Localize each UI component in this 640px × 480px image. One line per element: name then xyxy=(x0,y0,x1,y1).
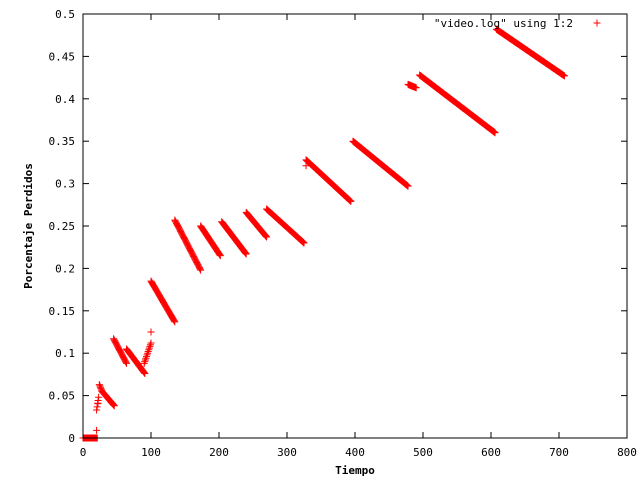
legend-plus-icon xyxy=(593,19,601,27)
data-point xyxy=(147,339,155,347)
data-point xyxy=(123,359,131,367)
y-axis-ticks: 0 0.05 0.1 0.15 0.2 0.25 0.3 0.35 0.4 0.45 0.5 xyxy=(49,8,627,445)
data-point xyxy=(404,182,412,190)
data-point xyxy=(215,250,223,258)
data-point xyxy=(140,369,148,377)
data-point xyxy=(145,346,153,354)
data-point xyxy=(242,249,250,257)
data-point xyxy=(346,196,354,204)
data-point xyxy=(140,368,148,376)
data-point xyxy=(298,237,306,245)
y-tick-label: 0 xyxy=(68,432,75,445)
data-point xyxy=(170,317,178,325)
data-point xyxy=(242,250,250,258)
data-point xyxy=(110,401,118,409)
data-point xyxy=(143,351,151,359)
y-tick-label: 0.3 xyxy=(55,178,75,191)
y-tick-label: 0.5 xyxy=(55,8,75,21)
data-point xyxy=(93,403,101,411)
plot-frame xyxy=(82,13,628,439)
legend-label: "video.log" using 1:2 xyxy=(434,17,573,30)
data-point xyxy=(95,393,103,401)
data-point xyxy=(171,318,179,326)
data-point xyxy=(262,232,270,240)
data-point xyxy=(145,344,153,352)
data-point xyxy=(146,342,154,350)
x-tick-label: 700 xyxy=(549,446,569,459)
data-point xyxy=(346,197,354,205)
data-point xyxy=(196,265,204,273)
x-axis-ticks: 0 100 200 300 400 500 600 700 800 xyxy=(80,14,637,459)
data-point xyxy=(345,196,353,204)
data-point xyxy=(241,248,249,256)
data-point xyxy=(110,402,118,410)
data-point xyxy=(593,19,601,27)
data-point xyxy=(263,233,271,241)
legend: "video.log" using 1:2 xyxy=(434,17,601,30)
data-point xyxy=(216,251,224,259)
data-point xyxy=(144,349,152,357)
y-axis-title: Porcentaje Perdidos xyxy=(22,163,35,289)
data-point xyxy=(147,328,155,336)
y-tick-label: 0.25 xyxy=(49,220,76,233)
y-tick-label: 0.15 xyxy=(49,305,76,318)
data-point xyxy=(142,354,150,362)
y-tick-label: 0.35 xyxy=(49,135,76,148)
y-tick-label: 0.4 xyxy=(55,93,75,106)
data-point xyxy=(122,358,130,366)
data-point xyxy=(299,238,307,246)
data-point xyxy=(300,239,308,247)
data-point xyxy=(93,406,101,414)
x-tick-label: 100 xyxy=(141,446,161,459)
data-point xyxy=(491,129,499,137)
data-point xyxy=(141,356,149,364)
data-point xyxy=(93,426,101,434)
x-axis-title: Tiempo xyxy=(335,464,375,477)
data-point xyxy=(216,252,224,260)
data-point xyxy=(197,266,205,274)
data-point xyxy=(299,238,307,246)
x-tick-label: 300 xyxy=(277,446,297,459)
x-tick-label: 500 xyxy=(413,446,433,459)
x-tick-label: 600 xyxy=(481,446,501,459)
data-point xyxy=(146,341,154,349)
x-tick-label: 200 xyxy=(209,446,229,459)
data-point xyxy=(144,348,152,356)
data-point xyxy=(302,162,310,170)
data-point xyxy=(142,353,150,361)
data-point xyxy=(560,72,568,80)
data-point xyxy=(347,197,355,205)
y-tick-label: 0.05 xyxy=(49,390,76,403)
data-point xyxy=(261,232,269,240)
x-tick-label: 800 xyxy=(617,446,637,459)
y-tick-label: 0.45 xyxy=(49,50,76,63)
data-point xyxy=(140,359,148,367)
data-points xyxy=(79,25,568,442)
x-tick-label: 400 xyxy=(345,446,365,459)
x-tick-label: 0 xyxy=(80,446,87,459)
y-tick-label: 0.1 xyxy=(55,347,75,360)
data-point xyxy=(141,370,149,378)
data-point xyxy=(94,399,102,407)
data-point xyxy=(412,84,420,92)
y-tick-label: 0.2 xyxy=(55,262,75,275)
data-point xyxy=(141,358,149,366)
data-point xyxy=(109,400,117,408)
